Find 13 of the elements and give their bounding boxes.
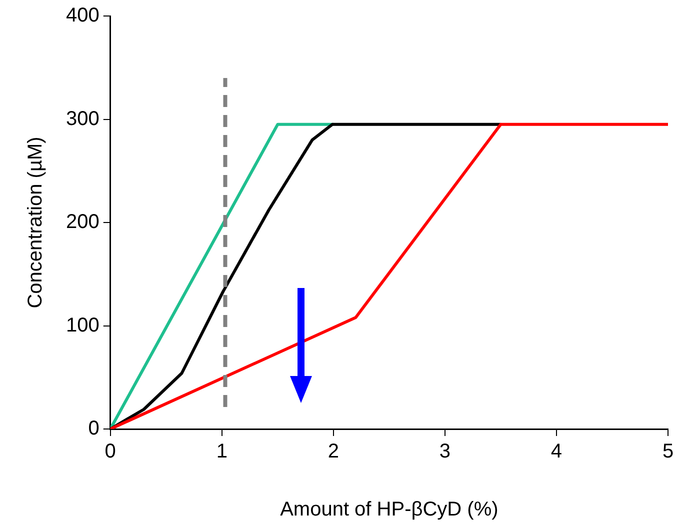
y-tick-label: 400 bbox=[66, 4, 100, 27]
y-axis-title: Concentration (µM) bbox=[24, 136, 47, 308]
x-tick-label: 5 bbox=[662, 440, 674, 463]
x-tick-label: 4 bbox=[550, 440, 562, 463]
x-tick-label: 1 bbox=[216, 440, 228, 463]
x-tick-label: 3 bbox=[439, 440, 451, 463]
x-tick-label: 0 bbox=[104, 440, 116, 463]
y-tick-label: 0 bbox=[88, 418, 100, 440]
y-tick-label: 300 bbox=[66, 108, 100, 130]
y-tick-label: 100 bbox=[66, 314, 100, 336]
x-axis-title: Amount of HP-βCyD (%) bbox=[280, 498, 498, 521]
x-tick-label: 2 bbox=[328, 440, 339, 463]
y-tick-label: 200 bbox=[66, 211, 100, 234]
